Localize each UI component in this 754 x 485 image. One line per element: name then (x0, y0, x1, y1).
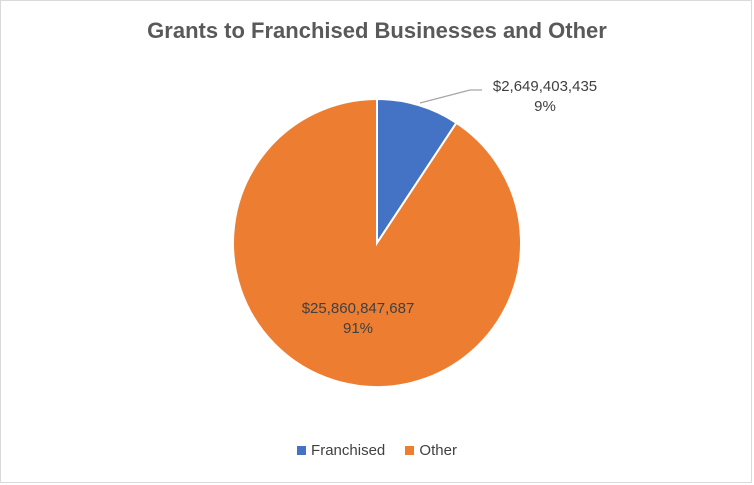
pie-slice-franchised (376, 97, 458, 247)
data-label-other-value: $25,860,847,687 (302, 300, 415, 317)
pie-slice-other (232, 97, 522, 388)
legend-label-franchised: Franchised (311, 442, 386, 459)
leader-line-franchised (419, 89, 482, 104)
data-label-other-percent: 91% (343, 320, 373, 337)
legend-label-other: Other (419, 442, 457, 459)
chart-title: Grants to Franchised Businesses and Othe… (147, 18, 607, 43)
legend-item-franchised: Franchised (297, 442, 385, 459)
data-label-franchised-percent: 9% (534, 98, 556, 115)
legend-swatch-other (405, 446, 415, 455)
data-label-franchised-value: $2,649,403,435 (493, 78, 597, 95)
legend: Franchised Other (0, 442, 754, 459)
legend-swatch-franchised (297, 446, 307, 455)
legend-item-other: Other (405, 442, 457, 459)
